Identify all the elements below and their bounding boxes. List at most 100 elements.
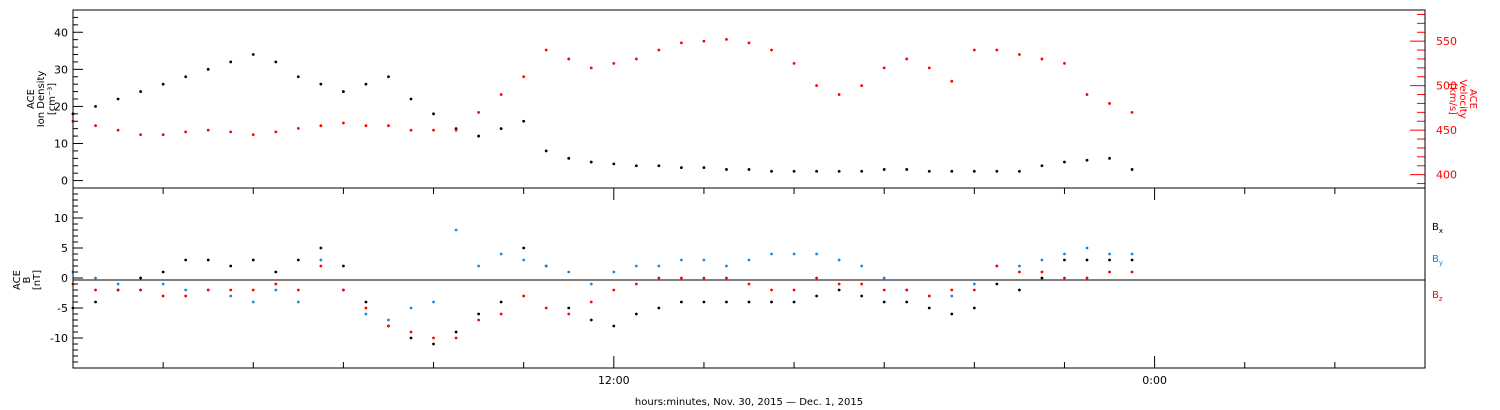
field-tick-label: 5	[61, 242, 68, 255]
velocity-point	[274, 130, 278, 134]
velocity-point	[184, 130, 188, 134]
legend-bz: Bz	[1432, 290, 1443, 303]
bz-point	[94, 288, 97, 292]
density-point	[229, 60, 233, 64]
density-point	[589, 160, 593, 164]
velocity-point	[725, 37, 728, 41]
density-point	[499, 127, 503, 131]
bx-point	[1108, 258, 1111, 262]
density-point	[702, 166, 706, 170]
legend: Bx By Bz	[1432, 222, 1443, 303]
velocity-point	[680, 41, 683, 45]
velocity-point	[634, 57, 638, 61]
velocity-point	[1040, 57, 1044, 61]
density-point	[680, 166, 683, 170]
bz-point	[477, 318, 480, 322]
bx-point	[725, 300, 728, 304]
by-point	[544, 264, 548, 268]
velocity-point	[432, 128, 435, 132]
density-point	[522, 119, 526, 123]
bx-point	[184, 258, 188, 262]
velocity-tick-label: 500	[1436, 80, 1457, 93]
bz-point	[927, 294, 931, 298]
bx-point	[1085, 258, 1089, 262]
velocity-ylabel-line2: Velocity	[1457, 79, 1468, 118]
bx-point	[905, 300, 909, 304]
density-axis: 0 10 20 30 40	[54, 16, 83, 188]
by-point	[1108, 252, 1111, 256]
bz-point	[432, 336, 435, 340]
velocity-point	[1085, 93, 1089, 96]
density-point	[94, 105, 97, 108]
bz-point	[454, 336, 458, 340]
by-point	[364, 312, 368, 316]
density-point	[364, 82, 368, 86]
bz-point	[567, 312, 571, 316]
density-point	[432, 112, 435, 116]
density-point	[184, 75, 188, 79]
velocity-point	[792, 62, 796, 65]
bz-point	[905, 288, 909, 292]
by-point	[94, 276, 97, 280]
field-tick-label: -5	[57, 302, 68, 315]
bx-point	[319, 246, 323, 250]
bz-point	[319, 264, 323, 268]
velocity-point	[94, 124, 97, 128]
velocity-tick-label: 400	[1436, 169, 1457, 182]
velocity-point	[995, 48, 999, 52]
density-point	[251, 53, 255, 56]
density-point	[657, 164, 661, 168]
by-point	[950, 294, 954, 298]
bz-point	[612, 288, 616, 292]
bx-point	[634, 312, 638, 316]
bz-point	[770, 288, 773, 292]
field-ylabel-line3: [nT]	[32, 270, 43, 290]
bz-point	[725, 276, 728, 280]
bz-point	[1040, 270, 1044, 274]
velocity-point	[161, 133, 165, 137]
velocity-point	[522, 75, 526, 79]
by-point	[116, 282, 120, 286]
density-point	[319, 82, 323, 86]
bz-point	[409, 330, 413, 334]
velocity-point	[657, 48, 661, 52]
time-tick-label: 0:00	[1142, 374, 1167, 387]
velocity-ylabel-line1: ACE	[1467, 89, 1478, 109]
velocity-tick-label: 550	[1436, 35, 1457, 48]
density-tick-label: 40	[54, 26, 68, 39]
bx-point	[747, 300, 751, 304]
density-point	[860, 169, 864, 173]
density-point	[725, 168, 728, 171]
velocity-point	[815, 84, 818, 88]
bz-point	[634, 282, 638, 286]
bx-point	[229, 264, 233, 268]
by-point	[319, 258, 323, 262]
by-point	[680, 258, 683, 262]
by-point	[612, 270, 616, 274]
bx-point	[860, 294, 864, 298]
velocity-point	[702, 39, 706, 43]
bz-point	[342, 288, 345, 292]
velocity-point	[387, 124, 390, 128]
bx-point	[702, 300, 706, 304]
by-point	[747, 258, 751, 262]
bx-point	[995, 282, 999, 286]
velocity-point	[499, 93, 503, 96]
velocity-point	[139, 133, 143, 137]
bz-point	[522, 294, 526, 298]
bx-point	[139, 276, 143, 280]
bz-point	[116, 288, 120, 292]
by-point	[837, 258, 841, 262]
by-point	[251, 300, 255, 304]
velocity-point	[860, 84, 864, 88]
bx-point	[657, 306, 661, 310]
velocity-point	[882, 66, 886, 70]
density-point	[1040, 164, 1044, 168]
density-tick-label: 10	[54, 138, 68, 151]
density-point	[950, 169, 954, 173]
bz-point	[1063, 276, 1066, 280]
bx-point	[432, 342, 435, 346]
bx-point	[1130, 258, 1134, 262]
